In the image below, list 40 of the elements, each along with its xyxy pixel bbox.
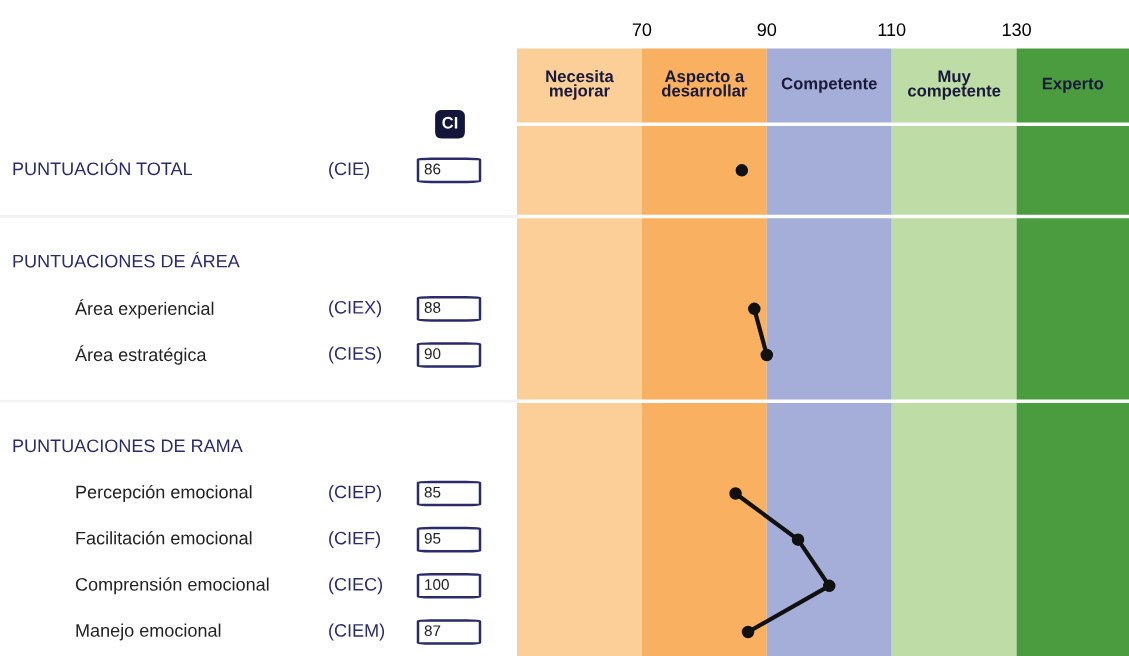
text: PUNTUACIONES DE ÁREA xyxy=(13,251,240,268)
x2-tick-label: 110 xyxy=(878,23,906,37)
text: CI xyxy=(442,116,458,129)
text: (CIES) xyxy=(329,346,382,364)
band-label: Aspecto a desarrollar xyxy=(661,70,748,97)
text: 95 xyxy=(424,532,441,544)
x2-tick-label: 130 xyxy=(1002,23,1031,37)
x2-tick-label: 90 xyxy=(757,23,777,37)
text: PUNTUACIONES DE RAMA xyxy=(13,439,243,453)
text: 85 xyxy=(424,486,441,498)
text: (CIEP) xyxy=(329,485,382,502)
text: (CIEC) xyxy=(329,577,383,595)
band-label: Competente xyxy=(781,77,877,93)
text: 86 xyxy=(424,163,441,175)
y-tick-label: Manejo emocional xyxy=(76,623,221,641)
y-tick-label: Facilitación emocional xyxy=(76,531,252,545)
x2-tick-label: 70 xyxy=(632,23,652,37)
text: 88 xyxy=(424,302,441,313)
text: 87 xyxy=(424,625,441,637)
point xyxy=(735,164,749,177)
y-tick-label: Comprensión emocional xyxy=(75,577,269,595)
text: (CIEX) xyxy=(329,300,382,318)
text: 90 xyxy=(424,348,441,360)
band-label: Necesita mejorar xyxy=(546,70,614,100)
band-label: Experto xyxy=(1042,77,1104,93)
point xyxy=(822,579,836,593)
point xyxy=(748,302,761,316)
band-label: Muy competente xyxy=(908,70,1001,100)
point xyxy=(791,533,805,546)
point xyxy=(729,487,742,500)
point xyxy=(741,625,755,639)
point xyxy=(760,348,774,362)
y-tick-label: Área experiencial xyxy=(75,299,214,319)
y-tick-label: Percepción emocional xyxy=(76,484,252,503)
text: 100 xyxy=(425,579,449,590)
text: PUNTUACIÓN TOTAL xyxy=(13,159,193,176)
text: (CIE) xyxy=(329,161,369,179)
y-tick-label: Área estratégica xyxy=(75,345,207,365)
text: (CIEF) xyxy=(329,531,381,549)
text: (CIEM) xyxy=(329,623,385,641)
